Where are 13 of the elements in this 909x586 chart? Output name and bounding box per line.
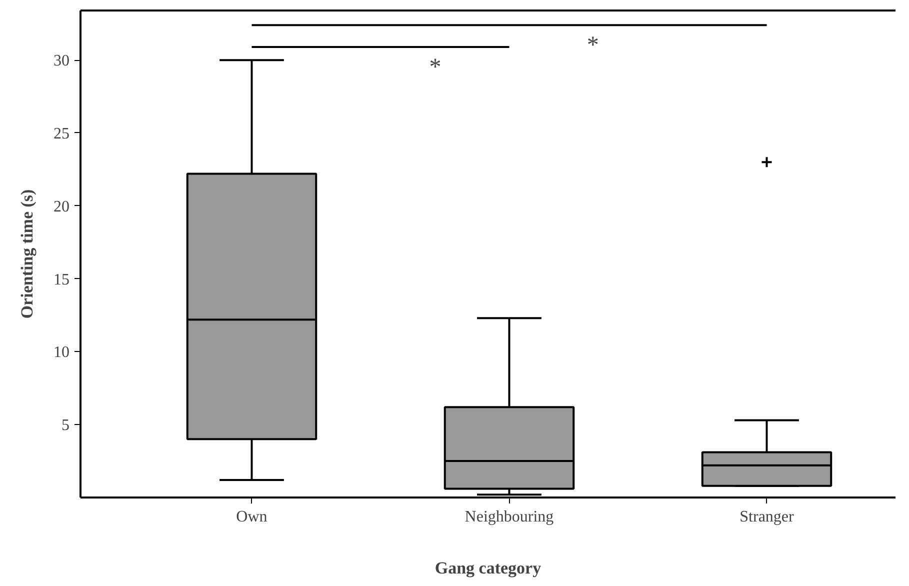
- annotation: *: [429, 54, 442, 80]
- x-axis-title: Gang category: [434, 558, 542, 578]
- y-tick-label: 15: [54, 271, 70, 288]
- annotation: *: [586, 32, 599, 58]
- x-tick-label: Stranger: [740, 508, 795, 526]
- y-tick-label: 30: [54, 52, 70, 70]
- x-tick-label: Own: [236, 508, 268, 526]
- y-axis-title: Orienting time (s): [18, 189, 36, 319]
- y-tick-label: 5: [62, 417, 70, 434]
- y-tick-label: 25: [54, 125, 70, 142]
- y-tick-label: 10: [54, 344, 70, 362]
- y-tick-label: 20: [54, 198, 70, 216]
- x-tick-label: Neighbouring: [464, 508, 554, 526]
